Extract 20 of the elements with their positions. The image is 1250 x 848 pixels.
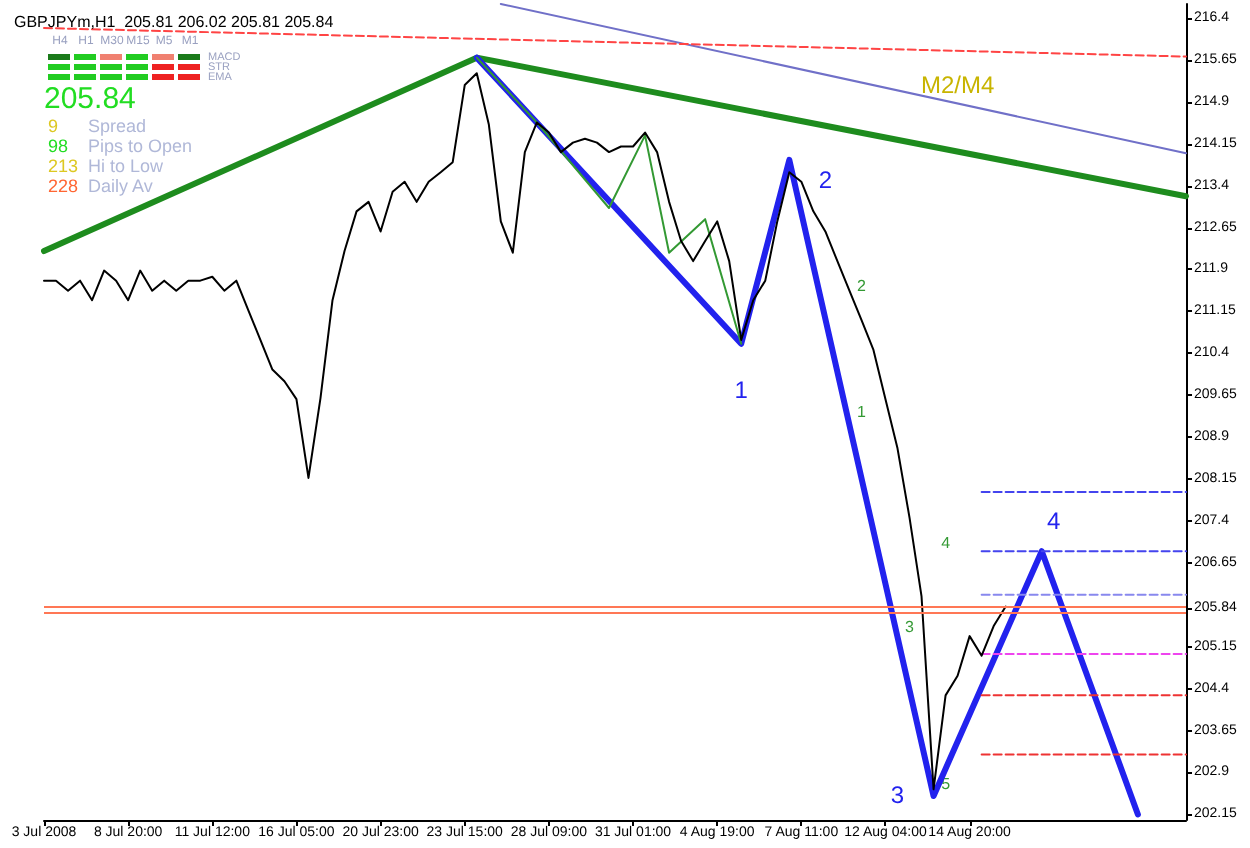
line-series: [475, 56, 743, 345]
annotation: 3: [905, 618, 916, 637]
annotation: 2: [856, 277, 867, 296]
text: GBPJPYm,H1 205.81 206.02 205.81 205.84: [14, 13, 335, 31]
annotation: 213: [48, 156, 79, 176]
annotation: 4: [941, 534, 952, 553]
annotation: Daily Av: [88, 176, 153, 196]
annotation: 1: [734, 375, 749, 404]
annotation: 4: [1047, 506, 1062, 535]
annotation: 98: [48, 136, 69, 156]
annotation: Spread: [88, 116, 147, 136]
annotation: Pips to Open: [88, 136, 193, 156]
annotation: 2: [818, 166, 833, 195]
annotation: 205.84: [44, 82, 136, 116]
annotation: 9: [48, 116, 59, 136]
annotation: 3: [890, 780, 905, 809]
annotation: M2/M4: [920, 71, 995, 100]
annotation: Hi to Low: [88, 156, 164, 176]
annotation: 1: [856, 403, 867, 421]
annotation: 228: [48, 176, 79, 196]
